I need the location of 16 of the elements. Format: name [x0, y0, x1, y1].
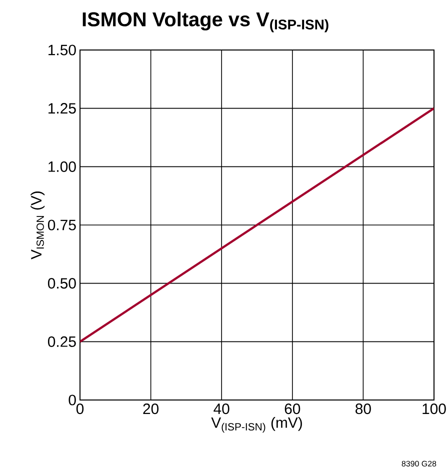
y-tick-label: 0.50: [48, 278, 76, 289]
x-tick-label: 80: [356, 404, 371, 414]
y-tick-label: 1.00: [48, 161, 76, 172]
x-tick-label: 40: [214, 404, 230, 414]
y-tick-label: 1.25: [48, 103, 76, 114]
x-tick-label: 100: [422, 404, 446, 414]
x-tick-label: 20: [143, 404, 159, 414]
y-tick-label: 1.50: [48, 44, 76, 56]
y-tick-label: 0.75: [48, 220, 76, 230]
y-tick-label: 0: [68, 394, 76, 406]
y-tick-label: 0.25: [48, 336, 76, 347]
x-tick-label: 60: [284, 404, 300, 414]
x-tick-label: 0: [76, 404, 84, 414]
y-axis-title: V$_{ISMON}$ (V): [30, 192, 45, 260]
x-axis-title: V$_{(ISP-ISN)}$ (mV): [211, 416, 302, 433]
chart-title: ISMON Voltage vs V$_{(ISP-ISN)}$: [82, 12, 328, 32]
